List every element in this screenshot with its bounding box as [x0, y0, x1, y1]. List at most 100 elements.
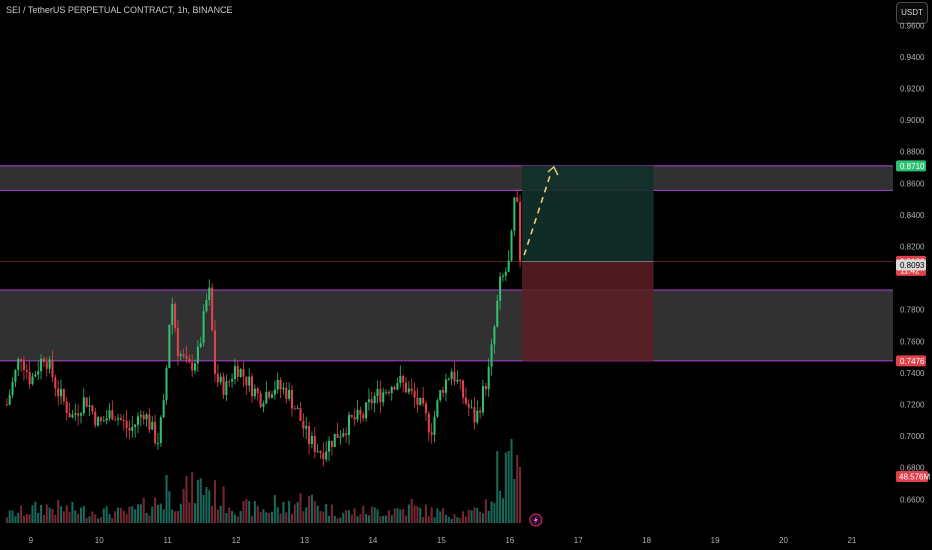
- symbol-title: SEI / TetherUS PERPETUAL CONTRACT, 1h, B…: [6, 5, 233, 15]
- volume-bar: [125, 514, 128, 523]
- candle-body: [88, 405, 91, 407]
- candle-body: [68, 413, 71, 418]
- volume-bar: [353, 508, 356, 523]
- candle-body: [493, 326, 496, 345]
- volume-bar: [151, 506, 154, 523]
- volume-bar: [185, 476, 188, 523]
- candle-body: [236, 365, 239, 377]
- volume-bar: [108, 513, 111, 523]
- candle-body: [97, 417, 100, 426]
- volume-bar: [510, 439, 513, 523]
- volume-bar: [385, 515, 388, 523]
- candle-body: [436, 400, 439, 417]
- volume-bar: [42, 514, 45, 523]
- price-label: 0.8710: [900, 162, 925, 171]
- volume-bar: [71, 501, 74, 523]
- volume-bar: [399, 509, 402, 523]
- candle-body: [182, 354, 185, 357]
- volume-bar: [14, 516, 17, 523]
- price-tick-label: 0.9600: [900, 21, 925, 30]
- candle-body: [168, 324, 171, 368]
- volume-bar: [11, 510, 14, 523]
- time-tick-label: 12: [232, 536, 241, 545]
- candle-body: [171, 303, 174, 325]
- target-zone: [522, 165, 654, 262]
- volume-bar: [208, 490, 211, 523]
- volume-bar: [188, 502, 191, 523]
- volume-bar: [484, 499, 487, 523]
- candle-body: [387, 391, 390, 394]
- time-tick-label: 21: [847, 536, 856, 545]
- volume-bar: [305, 507, 308, 523]
- candle-body: [165, 367, 168, 401]
- candle-body: [473, 407, 476, 423]
- volume-bar: [20, 505, 23, 523]
- volume-bar: [293, 504, 296, 523]
- volume-bar: [77, 513, 80, 523]
- volume-bar: [174, 511, 177, 523]
- time-axis: 9 10 11 12 13 14 15 16 17 18 19 20 21: [29, 536, 857, 545]
- candle-body: [22, 361, 25, 371]
- volume-bar: [328, 515, 331, 523]
- candle-body: [333, 433, 336, 447]
- candle-body: [516, 197, 519, 202]
- volume-bar: [479, 511, 482, 523]
- volume-bar: [57, 500, 60, 523]
- price-label-box: [896, 355, 926, 367]
- candle-body: [57, 388, 60, 397]
- volume-bar: [251, 516, 254, 523]
- volume-bar: [422, 517, 425, 523]
- candle-body: [279, 379, 282, 390]
- price-label-box: [896, 160, 926, 172]
- volume-bar: [225, 512, 228, 523]
- volume-bar: [356, 516, 359, 523]
- volume-bar: [193, 503, 197, 523]
- volume-bar: [97, 518, 100, 523]
- candle-body: [476, 410, 479, 423]
- volume-bar: [410, 499, 413, 523]
- volume-bar: [493, 503, 496, 523]
- candle-body: [376, 389, 379, 396]
- volume-bar: [5, 517, 8, 523]
- candle-body: [325, 451, 328, 460]
- volume-bar: [196, 479, 199, 523]
- price-tick-label: 0.8200: [900, 242, 925, 251]
- candle-body: [117, 418, 120, 420]
- candle-body: [251, 376, 254, 397]
- candle-body: [185, 356, 188, 359]
- candle-body: [336, 433, 339, 438]
- volume-bar: [34, 501, 37, 523]
- candle-body: [14, 369, 17, 382]
- volume-bar: [228, 507, 231, 523]
- candle-body: [45, 361, 48, 369]
- candle-body: [433, 416, 436, 435]
- candle-body: [5, 404, 8, 406]
- volume-bar: [176, 511, 179, 523]
- volume-bar: [139, 504, 142, 523]
- volume-bar: [117, 507, 120, 523]
- volume-bar: [79, 507, 83, 523]
- candle-body: [410, 388, 413, 391]
- candle-body: [20, 359, 23, 362]
- candle-body: [427, 413, 430, 433]
- volume-bar: [31, 505, 34, 523]
- candle-body: [82, 397, 85, 414]
- candle-body: [31, 376, 34, 385]
- candle-body: [442, 390, 445, 393]
- candle-body: [111, 410, 114, 420]
- candle-body: [347, 414, 351, 436]
- volume-bar: [168, 491, 171, 523]
- volume-bar: [444, 514, 447, 523]
- candle-body: [513, 197, 516, 232]
- volume-bar: [248, 500, 251, 523]
- candle-body: [504, 271, 507, 276]
- currency-button[interactable]: USDT: [896, 2, 928, 24]
- volume-bar: [105, 506, 108, 523]
- candle-body: [213, 330, 217, 374]
- volume-bar: [119, 507, 122, 523]
- volume-bar: [370, 506, 373, 523]
- volume-bar: [456, 517, 459, 523]
- volume-bar: [407, 504, 410, 523]
- candle-body: [319, 451, 322, 454]
